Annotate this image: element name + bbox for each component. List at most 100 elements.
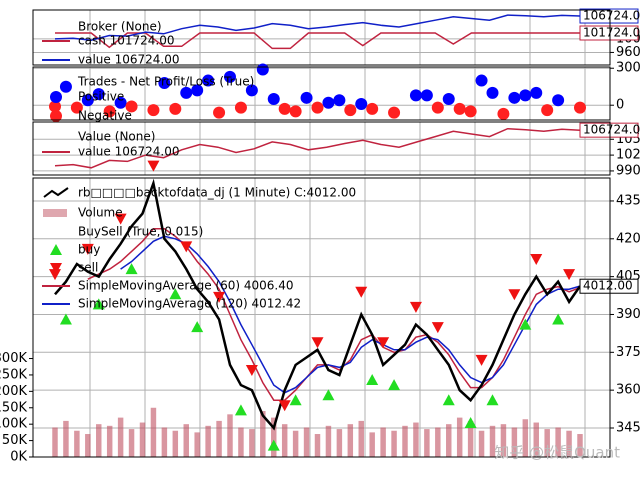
scatter-point — [81, 94, 94, 107]
scatter-point — [464, 105, 477, 118]
scatter-point — [191, 84, 204, 97]
scatter-point — [475, 74, 488, 87]
sell-marker — [180, 241, 193, 253]
volume-bar — [500, 424, 507, 457]
volume-bar — [336, 429, 343, 457]
y-tick-label: 3450 — [616, 420, 640, 435]
last-value-box — [579, 122, 639, 138]
volume-bar — [227, 414, 233, 457]
scatter-point — [453, 102, 466, 115]
last-value-label: 106724.00 — [583, 9, 640, 23]
buy-marker — [125, 263, 138, 275]
buy-marker — [191, 321, 204, 333]
volume-bar — [456, 417, 463, 457]
volume-bar — [216, 420, 222, 457]
scatter-point — [70, 101, 83, 114]
legend-label: Positive — [78, 90, 124, 104]
scatter-point — [158, 77, 171, 90]
y-tick-label: 3600 — [616, 383, 640, 398]
series-line — [54, 14, 581, 41]
volume-bar — [271, 417, 277, 457]
buy-marker — [59, 313, 72, 325]
sell-marker — [147, 160, 160, 172]
y-tick-label: 96000 — [616, 45, 640, 60]
scatter-point — [59, 80, 72, 93]
scatter-point — [224, 70, 236, 83]
volume-bar — [314, 434, 321, 457]
price-line — [54, 178, 582, 431]
volume-bar — [391, 430, 397, 457]
scatter-point — [486, 86, 499, 99]
last-value-box — [579, 8, 639, 24]
buy-marker — [322, 389, 335, 401]
volume-tick-label: 150K — [0, 400, 27, 415]
buy-marker — [366, 374, 379, 386]
scatter-point — [92, 88, 105, 101]
scatter-point — [103, 105, 116, 118]
y-tick-label: 102000 — [616, 148, 640, 163]
legend-label: cash 101724.00 — [78, 34, 175, 48]
last-value-box — [579, 278, 639, 294]
y-tick-label: 4200 — [616, 231, 640, 246]
volume-bar — [511, 427, 518, 457]
legend-label: sell — [78, 261, 98, 275]
volume-bar — [161, 427, 168, 457]
scatter-point — [552, 94, 565, 107]
volume-bar — [544, 429, 550, 457]
scatter-point — [388, 106, 401, 119]
sell-marker — [475, 354, 488, 366]
volume-bar — [238, 427, 244, 457]
scatter-point — [278, 102, 291, 115]
scatter-point — [497, 107, 510, 120]
sell-marker — [530, 253, 543, 265]
legend-label: value 106724.00 — [78, 53, 179, 67]
last-value-label: 106724.00 — [583, 123, 640, 137]
volume-bar — [489, 425, 496, 457]
buy-marker — [519, 318, 532, 330]
volume-bar — [183, 424, 189, 457]
scatter-point — [344, 104, 357, 117]
legend-symbol — [43, 187, 69, 198]
sell-marker — [377, 337, 390, 349]
scatter-point — [366, 102, 379, 115]
buy-marker — [289, 394, 302, 406]
volume-bar — [303, 427, 310, 457]
scatter-point — [180, 86, 193, 99]
scatter-point — [267, 93, 280, 106]
legend-title: Broker (None) — [78, 20, 162, 34]
scatter-point — [322, 96, 335, 109]
legend-label: value 106724.00 — [78, 145, 179, 159]
legend-symbol — [43, 209, 67, 217]
scatter-point — [49, 100, 61, 113]
legend-label: buy — [78, 243, 100, 257]
sma-line — [120, 235, 581, 394]
scatter-point — [300, 91, 313, 104]
sell-marker — [278, 400, 291, 412]
y-tick-label: 3900 — [616, 307, 640, 322]
buy-marker — [92, 298, 105, 310]
scatter-point — [409, 89, 422, 102]
sell-marker — [213, 291, 226, 303]
volume-bar — [446, 424, 452, 457]
legend-label: SimpleMovingAverage (60) 4006.40 — [78, 279, 294, 293]
volume-bar — [260, 411, 266, 457]
volume-bar — [249, 429, 255, 457]
last-value-label: 101724.00 — [583, 26, 640, 40]
axes-frame — [32, 66, 611, 121]
volume-bar — [435, 427, 441, 457]
y-tick-label: 0 — [616, 98, 624, 113]
scatter-point — [311, 101, 324, 114]
last-value-box — [579, 25, 639, 41]
volume-bar — [74, 430, 80, 457]
sell-marker — [245, 364, 258, 376]
sell-marker — [563, 269, 576, 281]
sell-marker — [49, 269, 61, 281]
volume-bar — [128, 429, 135, 457]
volume-bar — [522, 419, 529, 457]
volume-bar — [205, 425, 211, 457]
sell-marker — [409, 301, 422, 313]
legend-label: rb□□□□backtofdata_dj (1 Minute) C:4012.0… — [78, 186, 356, 200]
volume-bar — [325, 425, 332, 457]
volume-bar — [347, 424, 354, 457]
